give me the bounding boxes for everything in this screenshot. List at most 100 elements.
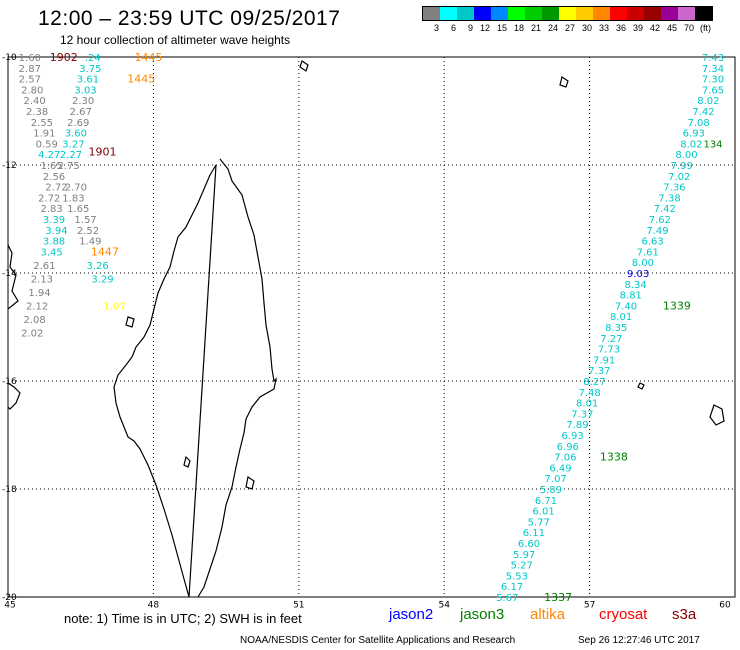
wave-height-value: 7.42 <box>654 204 676 215</box>
wave-height-value: 8.27 <box>583 377 605 388</box>
wave-height-value: 2.56 <box>43 172 65 183</box>
wave-height-value: 8.00 <box>632 258 654 269</box>
wave-height-value: 6.71 <box>535 496 557 507</box>
wave-height-value: 7.08 <box>688 118 710 129</box>
wave-height-value: 7.40 <box>615 301 637 312</box>
wave-height-value: .24 <box>85 53 101 64</box>
latitude-label: -10 <box>2 53 17 63</box>
color-scale-label: 45 <box>666 23 677 33</box>
wave-height-value: 6.96 <box>557 442 579 453</box>
color-scale-label: 18 <box>513 23 524 33</box>
wave-height-value: 7.36 <box>663 183 685 194</box>
wave-height-value: 8.02 <box>697 96 719 107</box>
wave-height-value: 7.34 <box>702 64 724 75</box>
wave-height-map: 45 48 51 54 57 60 -10 -12 -14 -16 -18 -20 1.60 1902.… <box>2 51 736 611</box>
wave-height-value: 7.07 <box>545 474 567 485</box>
madagascar-coastline <box>113 158 277 598</box>
wave-height-value: 1.94 <box>28 288 50 299</box>
wave-height-value: 3.60 <box>65 129 87 140</box>
wave-height-value: 6.11 <box>523 528 545 539</box>
wave-height-value: 7.48 <box>578 388 600 399</box>
color-scale-box <box>695 7 712 20</box>
wave-height-value: 6.93 <box>562 431 584 442</box>
wave-height-value: 2.61 <box>33 261 55 272</box>
wave-height-value: 2.72 <box>38 193 60 204</box>
wave-height-value: 3.26 <box>87 261 109 272</box>
inland-lake <box>245 476 255 490</box>
wave-height-value: 3.94 <box>45 226 67 237</box>
legend-altika: altika <box>530 606 566 623</box>
map-title: 12:00 – 23:59 UTC 09/25/2017 <box>38 7 341 30</box>
color-scale-box <box>610 7 627 20</box>
color-scale-label: 30 <box>581 23 592 33</box>
wave-height-value: 2.12 <box>26 301 48 312</box>
wave-height-value: 6.93 <box>683 129 705 140</box>
wave-height-value: 7.73 <box>598 345 620 356</box>
wave-height-value: 0.59 <box>36 139 58 150</box>
wave-height-value: 8.02 <box>680 139 702 150</box>
wave-height-value: 2.57 <box>19 75 41 86</box>
wave-height-points: 1.60 1902 .24 1445 2.87 3.75 2.57 3.61 1445 2.80 3… <box>19 51 724 604</box>
mauritius-island <box>709 404 725 426</box>
wave-height-value: 2.83 <box>40 204 62 215</box>
graticule: 45 48 51 54 57 60 -10 -12 -14 -16 -18 -20 <box>2 53 735 611</box>
legend-cryosat: cryosat <box>599 606 648 623</box>
wave-height-value: 6.01 <box>532 507 554 518</box>
legend-jason3: jason3 <box>460 606 505 623</box>
wave-height-value: 5.53 <box>506 571 528 582</box>
wave-height-value: 8.81 <box>620 291 642 302</box>
longitude-label: 45 <box>4 601 15 611</box>
color-scale-label: 27 <box>564 23 575 33</box>
wave-height-value: 1.49 <box>79 237 101 248</box>
pass-time-label: 1445 <box>135 51 163 64</box>
wave-height-value: 2.40 <box>24 96 46 107</box>
agalega-island <box>559 76 569 88</box>
color-scale: 3 6 9 12 15 18 21 24 27 30 33 36 39 42 45 70 (ft) <box>422 6 713 38</box>
longitude-label: 57 <box>584 601 595 611</box>
color-scale-label: 42 <box>649 23 660 33</box>
color-scale-label: 33 <box>598 23 609 33</box>
wave-height-value: 7.65 <box>702 85 724 96</box>
wave-height-value: 3.61 <box>77 75 99 86</box>
color-scale-label: 3 <box>433 23 439 33</box>
wave-height-value: 7.89 <box>566 420 588 431</box>
wave-height-value: 7.43 <box>702 53 724 64</box>
wave-height-value: 7.06 <box>554 453 576 464</box>
wave-height-value: 2.30 <box>72 96 94 107</box>
wave-height-value: 3.29 <box>91 274 113 285</box>
color-scale-label: 36 <box>615 23 626 33</box>
color-scale-box <box>661 7 678 20</box>
wave-height-value: 6.63 <box>641 237 663 248</box>
wave-height-value: 2.08 <box>24 315 46 326</box>
wave-height-value: 2.55 <box>31 118 53 129</box>
footer-timestamp: Sep 26 12:27:46 UTC 2017 <box>578 635 700 646</box>
map-frame <box>7 56 736 598</box>
wave-height-value: 7.42 <box>692 107 714 118</box>
wave-height-value: 3.03 <box>74 85 96 96</box>
wave-height-value: 7.91 <box>593 355 615 366</box>
color-scale-label: 6 <box>450 23 456 33</box>
pass-time-label: 1445 <box>127 73 155 86</box>
color-scale-box <box>457 7 474 20</box>
wave-height-value: 2.52 <box>77 226 99 237</box>
wave-height-value: 3.88 <box>43 237 65 248</box>
latitude-label: -14 <box>2 269 17 279</box>
color-scale-box <box>559 7 576 20</box>
longitude-label: 60 <box>719 601 731 611</box>
wave-height-value: 2.72 <box>45 183 67 194</box>
legend-s3a: s3a <box>672 606 697 623</box>
pass-time-label: 1902 <box>50 51 78 64</box>
wave-height-value: 7.37 <box>588 366 610 377</box>
wave-height-value: 7.49 <box>646 226 668 237</box>
legend-jason2: jason2 <box>389 606 434 623</box>
wave-height-value: 6.17 <box>501 582 523 593</box>
wave-height-value: 2.80 <box>21 85 43 96</box>
color-scale-label: 21 <box>530 23 541 33</box>
color-scale-label: 39 <box>632 23 643 33</box>
inland-lake-2 <box>183 455 191 468</box>
color-scale-label: 12 <box>479 23 490 33</box>
wave-height-value: 8.35 <box>605 323 627 334</box>
wave-height-value: 3.45 <box>40 247 62 258</box>
wave-height-value: 1.65 <box>40 161 62 172</box>
color-scale-label: 70 <box>683 23 694 33</box>
